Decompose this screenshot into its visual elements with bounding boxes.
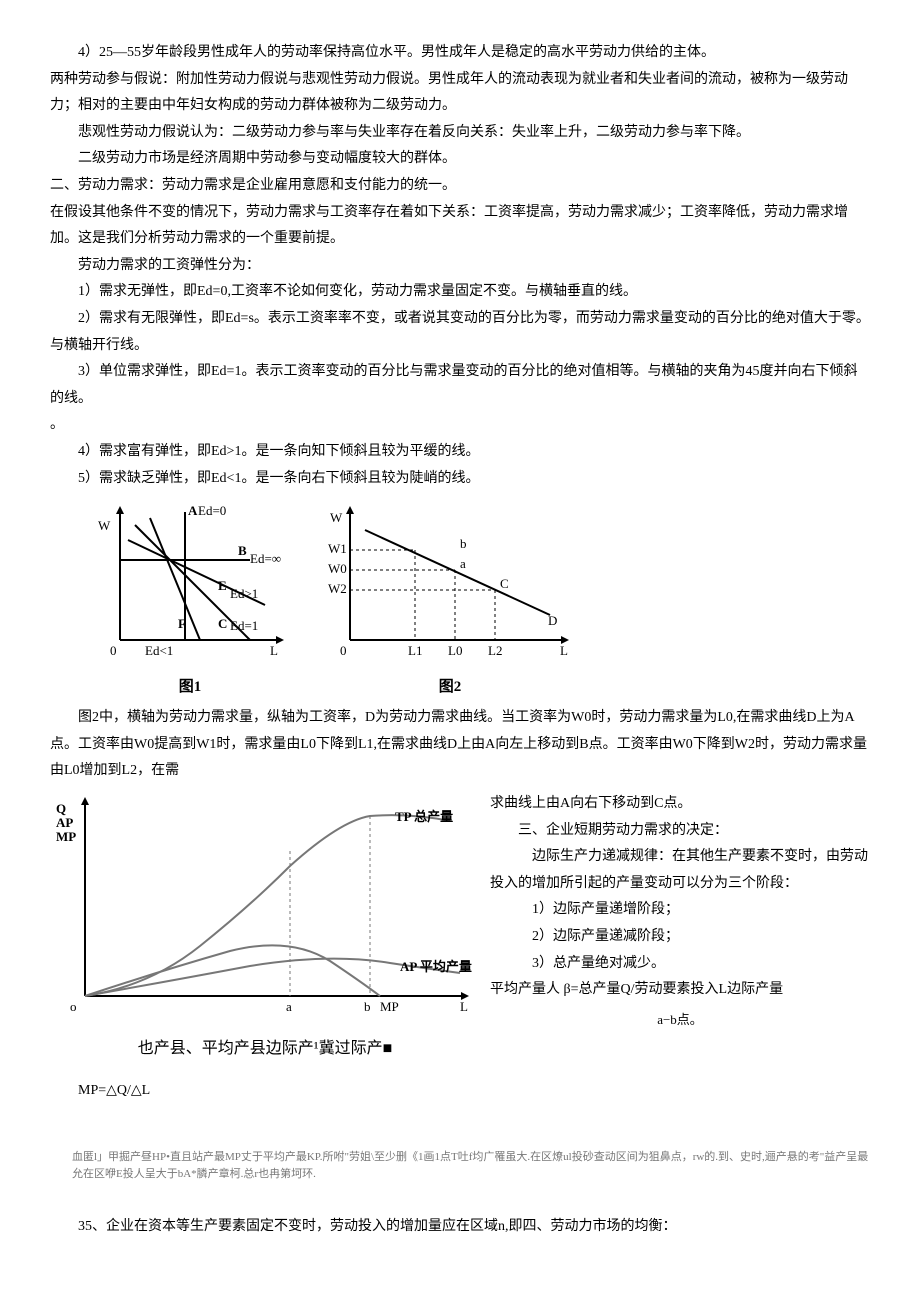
point-label: F: [178, 616, 186, 631]
axis-label: L: [460, 999, 468, 1014]
paragraph: 4）25—55岁年龄段男性成年人的劳动率保持高位水平。男性成年人是稳定的高水平劳…: [50, 40, 870, 67]
axis-label: 0: [110, 643, 117, 658]
curve-label: D: [548, 613, 557, 628]
ed-label: Ed=0: [198, 503, 226, 518]
tick-label: W0: [328, 561, 347, 576]
paragraph: 35、企业在资本等生产要素固定不变时，劳动投入的增加量应在区域n,即四、劳动力市…: [50, 1214, 870, 1241]
production-chart: Q AP MP o L a b MP TP 总产量 AP 平均产量: [50, 791, 480, 1021]
curve-label: TP 总产量: [395, 809, 453, 824]
paragraph: 在假设其他条件不变的情况下，劳动力需求与工资率存在着如下关系：工资率提高，劳动力…: [50, 200, 870, 253]
small-print: 血匿l」甲掘产昼HP•直且站产最MP丈于平均产最KP.所咐"劳姐\至少删《1画1…: [72, 1149, 870, 1184]
ed-label: Ed=1: [230, 618, 258, 633]
axis-label: L: [560, 643, 568, 658]
tick-label: L2: [488, 643, 502, 658]
curve-label: AP 平均产量: [400, 959, 472, 974]
tick-label: L1: [408, 643, 422, 658]
axis-label: MP: [56, 829, 76, 844]
formula: MP=△Q/△L: [78, 1078, 480, 1105]
paragraph: 求曲线上由A向右下移动到C点。: [490, 791, 870, 818]
paragraph: 二级劳动力市场是经济周期中劳动参与变动幅度较大的群体。: [50, 146, 870, 173]
paragraph: 平均产量人 β=总产量Q/劳动要素投入L边际产量: [490, 977, 870, 1004]
figure-caption: 图2: [320, 673, 580, 702]
list-item: 5）需求缺乏弹性，即Ed<1。是一条向右下倾斜且较为陡峭的线。: [50, 466, 870, 493]
tick-label: b: [364, 999, 371, 1014]
list-item: 1）边际产量递增阶段；: [490, 897, 870, 924]
figures-row: W 0 L A Ed=0 B Ed=∞ C Ed=1 E Ed>1 F Ed<1…: [90, 500, 870, 701]
tick-label: a: [286, 999, 292, 1014]
tick-label: W2: [328, 581, 347, 596]
sub-heading: 三、企业短期劳动力需求的决定：: [490, 818, 870, 845]
list-item: 3）单位需求弹性，即Ed=1。表示工资率变动的百分比与需求量变动的百分比的绝对值…: [50, 359, 870, 412]
figure-caption: 图1: [90, 673, 290, 702]
axis-label: AP: [56, 815, 73, 830]
demand-curve-chart: W W1 W0 W2 0 L L1 L0 L2 b a C D: [320, 500, 580, 660]
paragraph: 图2中，横轴为劳动力需求量，纵轴为工资率，D为劳动力需求曲线。当工资率为W0时，…: [50, 705, 870, 785]
right-text-column: 求曲线上由A向右下移动到C点。 三、企业短期劳动力需求的决定： 边际生产力递减规…: [490, 791, 870, 1052]
elasticity-chart: W 0 L A Ed=0 B Ed=∞ C Ed=1 E Ed>1 F Ed<1: [90, 500, 290, 660]
section-heading: 二、劳动力需求：劳动力需求是企业雇用意愿和支付能力的统一。: [50, 173, 870, 200]
axis-label: W: [330, 510, 343, 525]
point-label: A: [188, 503, 198, 518]
paragraph: 。: [50, 412, 870, 439]
tick-label: L0: [448, 643, 462, 658]
point-label: E: [218, 578, 227, 593]
list-item: 3）总产量绝对减少。: [490, 951, 870, 978]
axis-label: 0: [340, 643, 347, 658]
tick-label: W1: [328, 541, 347, 556]
figure-3: Q AP MP o L a b MP TP 总产量 AP 平均产量 也产县、平均…: [50, 791, 480, 1119]
point-label: a: [460, 556, 466, 571]
figure-caption: 也产县、平均产县边际产¹冀过际产■: [50, 1034, 480, 1064]
axis-label: o: [70, 999, 77, 1014]
point-label: b: [460, 536, 467, 551]
figure-2: W W1 W0 W2 0 L L1 L0 L2 b a C D 图2: [320, 500, 580, 701]
figure-1: W 0 L A Ed=0 B Ed=∞ C Ed=1 E Ed>1 F Ed<1…: [90, 500, 290, 701]
paragraph: 边际生产力递减规律：在其他生产要素不变时，由劳动投入的增加所引起的产量变动可以分…: [490, 844, 870, 897]
point-label: C: [500, 576, 509, 591]
ed-label: Ed=∞: [250, 551, 281, 566]
list-item: 2）边际产量递减阶段；: [490, 924, 870, 951]
tick-label: MP: [380, 999, 399, 1014]
list-item: 4）需求富有弹性，即Ed>1。是一条向知下倾斜且较为平缓的线。: [50, 439, 870, 466]
list-item: 2）需求有无限弹性，即Ed=s。表示工资率率不变，或者说其变动的百分比为零，而劳…: [50, 306, 870, 359]
axis-label: L: [270, 643, 278, 658]
axis-label: W: [98, 518, 111, 533]
point-label: B: [238, 543, 247, 558]
footnote: a−b点。: [490, 1008, 870, 1033]
paragraph: 劳动力需求的工资弹性分为：: [50, 253, 870, 280]
point-label: C: [218, 616, 227, 631]
paragraph: 两种劳动参与假说：附加性劳动力假说与悲观性劳动力假说。男性成年人的流动表现为就业…: [50, 67, 870, 120]
list-item: 1）需求无弹性，即Ed=0,工资率不论如何变化，劳动力需求量固定不变。与横轴垂直…: [50, 279, 870, 306]
ed-label: Ed>1: [230, 586, 258, 601]
axis-label: Q: [56, 801, 66, 816]
paragraph: 悲观性劳动力假说认为：二级劳动力参与率与失业率存在着反向关系：失业率上升，二级劳…: [50, 120, 870, 147]
ed-label: Ed<1: [145, 643, 173, 658]
